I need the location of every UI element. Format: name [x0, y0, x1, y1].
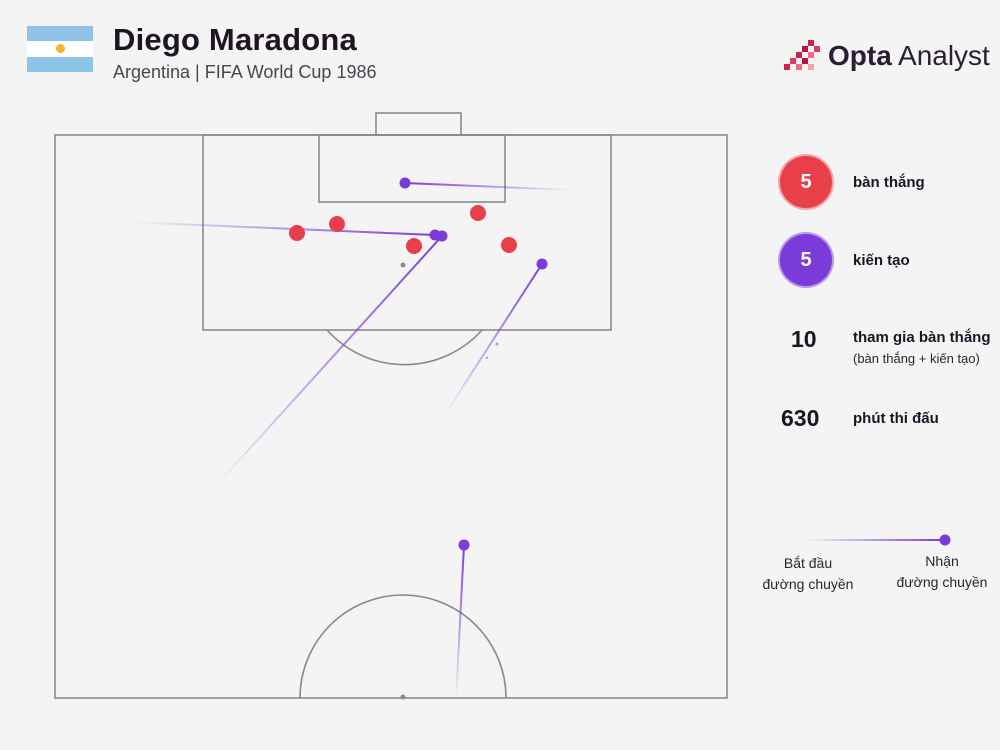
assist-receive-marker — [436, 230, 448, 242]
pass-trace-dot — [485, 356, 489, 360]
opta-logo-icon — [784, 40, 820, 70]
opta-analyst-logo: Opta Analyst — [782, 36, 990, 76]
legend-pass-start-line2: đường chuyền — [762, 576, 854, 592]
goals-badge: 5 — [780, 156, 832, 208]
involvements-label: tham gia bàn thắng — [853, 329, 991, 346]
assist-pass — [214, 235, 443, 488]
assist-receive-marker — [399, 177, 411, 189]
pitch-outline — [54, 134, 728, 699]
centre-spot — [400, 694, 406, 700]
assist-pass — [404, 182, 573, 191]
assist-receive-marker — [458, 539, 470, 551]
legend-receive-marker — [939, 534, 951, 546]
assist-pass — [129, 221, 436, 236]
legend-pass-receive-line1: Nhận — [925, 553, 959, 569]
argentina-flag — [27, 26, 93, 72]
assist-pass — [455, 544, 465, 701]
sun-of-may-icon — [55, 44, 65, 54]
penalty-area — [202, 134, 612, 331]
subtitle: Argentina | FIFA World Cup 1986 — [113, 62, 377, 82]
minutes-label: phút thi đấu — [853, 410, 939, 427]
goal-marker — [470, 205, 486, 221]
centre-circle — [299, 594, 507, 699]
assist-receive-marker — [536, 258, 548, 270]
assists-label: kiến tạo — [853, 252, 910, 269]
goal-marker — [406, 238, 422, 254]
minutes-value: 630 — [781, 405, 820, 431]
penalty-spot — [400, 262, 406, 268]
legend-pass-receive-line2: đường chuyền — [896, 574, 988, 590]
brand-light: Analyst — [891, 40, 990, 71]
legend-pass-start-line1: Bắt đầu — [783, 555, 833, 571]
six-yard-box — [318, 134, 506, 203]
penalty-arc — [326, 329, 483, 366]
goal-frame — [375, 112, 462, 136]
goals-label: bàn thắng — [853, 174, 925, 191]
goal-marker — [501, 237, 517, 253]
assist-pass — [443, 263, 543, 417]
assists-badge: 5 — [780, 234, 832, 286]
goal-marker — [289, 225, 305, 241]
brand-bold: Opta — [828, 40, 892, 71]
involvements-value: 10 — [791, 326, 817, 352]
pass-trace-dot — [495, 342, 499, 346]
legend-pass-receive: Nhận đường chuyền — [886, 551, 998, 593]
player-name: Diego Maradona — [113, 22, 357, 57]
involvements-sub: (bàn thắng + kiến tạo) — [853, 351, 980, 366]
legend-pass-start: Bắt đầu đường chuyền — [752, 553, 864, 595]
goal-marker — [329, 216, 345, 232]
